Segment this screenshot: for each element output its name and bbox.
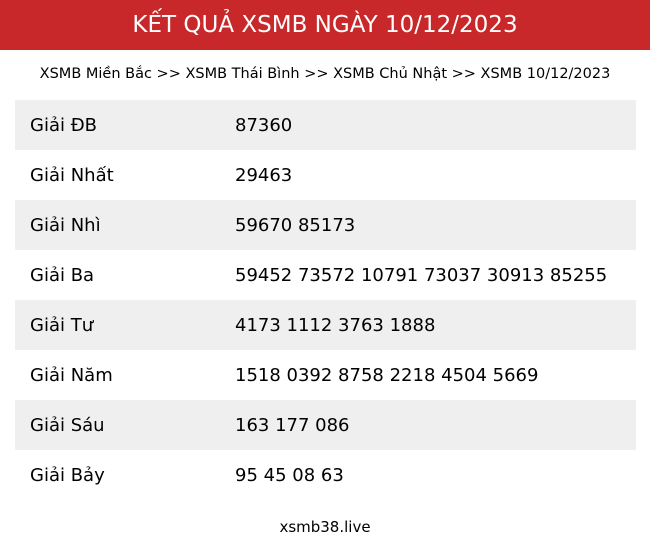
- prize-label: Giải Nhì: [30, 214, 101, 236]
- results-table: Giải ĐB 87360 Giải Nhất 29463 Giải Nhì 5967…: [15, 100, 636, 500]
- prize-value: 4173 1112 3763 1888: [235, 314, 436, 336]
- page-title: KẾT QUẢ XSMB NGÀY 10/12/2023: [132, 12, 518, 38]
- prize-label: Giải Nhất: [30, 164, 114, 186]
- page-header: KẾT QUẢ XSMB NGÀY 10/12/2023: [0, 0, 650, 50]
- site-footer: xsmb38.live: [279, 518, 371, 536]
- table-row: Giải Nhì 59670 85173: [15, 200, 636, 250]
- prize-label: Giải Bảy: [30, 464, 105, 486]
- prize-value: 29463: [235, 164, 293, 186]
- prize-label: Giải Tư: [30, 314, 94, 336]
- prize-value: 1518 0392 8758 2218 4504 5669: [235, 364, 539, 386]
- table-row: Giải Năm 1518 0392 8758 2218 4504 5669: [15, 350, 636, 400]
- prize-value: 87360: [235, 114, 293, 136]
- table-row: Giải ĐB 87360: [15, 100, 636, 150]
- prize-value: 59670 85173: [235, 214, 356, 236]
- table-row: Giải Bảy 95 45 08 63: [15, 450, 636, 500]
- prize-value: 59452 73572 10791 73037 30913 85255: [235, 264, 608, 286]
- prize-label: Giải ĐB: [30, 114, 97, 136]
- table-row: Giải Ba 59452 73572 10791 73037 30913 852…: [15, 250, 636, 300]
- table-row: Giải Sáu 163 177 086: [15, 400, 636, 450]
- prize-value: 163 177 086: [235, 414, 350, 436]
- prize-label: Giải Năm: [30, 364, 113, 386]
- table-row: Giải Nhất 29463: [15, 150, 636, 200]
- prize-label: Giải Sáu: [30, 414, 105, 436]
- breadcrumb[interactable]: XSMB Miền Bắc >> XSMB Thái Bình >> XSMB …: [39, 66, 611, 82]
- prize-value: 95 45 08 63: [235, 464, 344, 486]
- table-row: Giải Tư 4173 1112 3763 1888: [15, 300, 636, 350]
- prize-label: Giải Ba: [30, 264, 95, 286]
